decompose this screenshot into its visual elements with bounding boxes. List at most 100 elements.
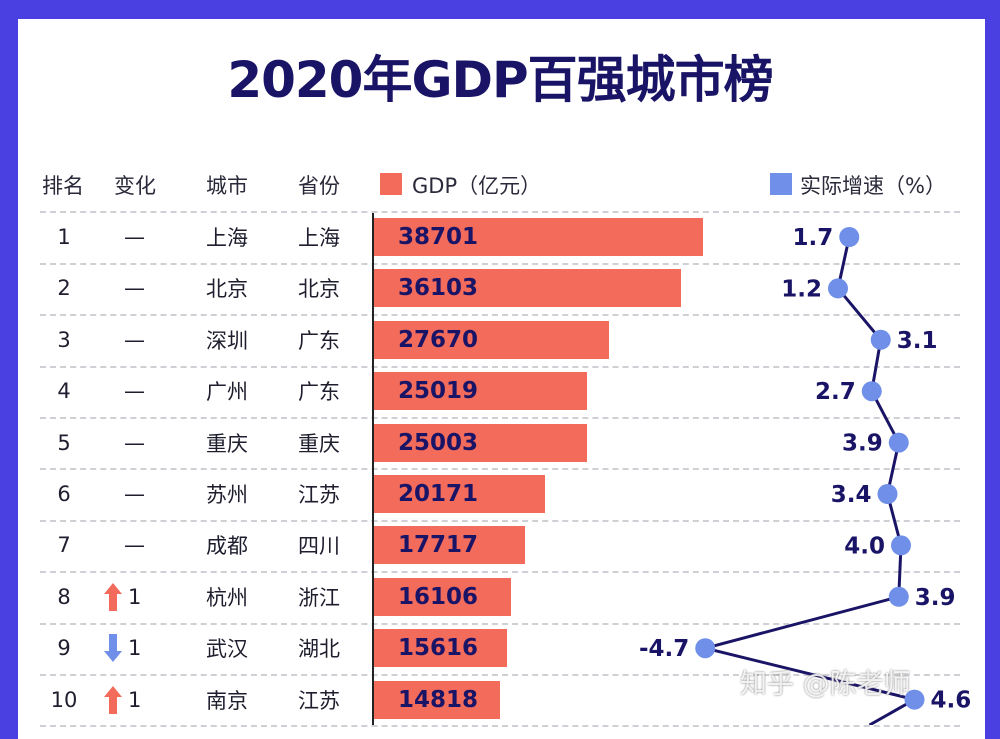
city-cell: 成都 [206, 534, 248, 558]
change-cell: 1 [128, 636, 142, 660]
grid-line [40, 263, 960, 265]
growth-label: 3.4 [831, 482, 872, 508]
grid-line [40, 314, 960, 316]
legend-growth-swatch [770, 173, 792, 195]
change-cell: 1 [128, 585, 142, 609]
growth-label: 1.7 [793, 225, 834, 251]
gdp-bar [374, 218, 703, 256]
arrow-up-icon [104, 583, 122, 611]
growth-label: 1.2 [781, 276, 822, 302]
gdp-bar [374, 424, 587, 462]
gdp-bar [374, 321, 609, 359]
growth-point [891, 535, 911, 556]
legend-gdp-label: GDP（亿元） [412, 174, 542, 198]
gdp-bar [374, 681, 500, 719]
growth-point [877, 484, 898, 504]
growth-label: 3.9 [915, 585, 956, 611]
province-cell: 广东 [298, 380, 340, 404]
rank-cell: 9 [57, 636, 71, 660]
arrow-down-icon [104, 634, 122, 662]
change-cell: — [124, 482, 145, 506]
grid-line [40, 520, 960, 522]
gdp-value: 25019 [398, 378, 479, 404]
province-cell: 四川 [298, 534, 340, 558]
change-cell: — [124, 328, 145, 352]
growth-point [828, 278, 848, 299]
rank-cell: 4 [57, 379, 71, 403]
page-title: 2020年GDP百强城市榜 [227, 51, 773, 109]
watermark: 知乎 @陈老师 [740, 669, 911, 700]
rank-cell: 2 [57, 276, 71, 300]
growth-label: -4.7 [639, 636, 689, 662]
gdp-bar [374, 578, 511, 616]
grid-line [40, 571, 960, 573]
city-cell: 杭州 [206, 586, 248, 610]
city-cell: 重庆 [206, 432, 248, 456]
legend-growth-label: 实际增速（%） [800, 174, 946, 198]
province-cell: 江苏 [298, 689, 340, 713]
province-cell: 北京 [298, 277, 340, 301]
header-province: 省份 [298, 174, 340, 198]
growth-label: 3.1 [897, 328, 938, 354]
province-cell: 浙江 [298, 586, 340, 610]
city-cell: 上海 [206, 226, 248, 250]
growth-point [888, 432, 909, 453]
grid-line [40, 623, 960, 625]
growth-point [904, 689, 925, 710]
grid-line [40, 417, 960, 419]
growth-label: 3.9 [842, 431, 883, 457]
rank-cell: 7 [57, 533, 71, 557]
city-cell: 深圳 [206, 329, 248, 353]
gdp-bar [374, 526, 525, 564]
header-rank: 排名 [42, 174, 84, 198]
grid-line [40, 674, 960, 676]
growth-point [861, 381, 882, 402]
grid-line [40, 211, 960, 213]
gdp-value: 15616 [398, 635, 479, 661]
growth-point [888, 586, 909, 607]
growth-line [704, 236, 919, 725]
gdp-value: 38701 [398, 224, 479, 250]
gdp-value: 27670 [398, 327, 479, 353]
grid-line [40, 366, 960, 368]
rank-cell: 3 [57, 328, 71, 352]
growth-label: 2.7 [815, 379, 856, 405]
province-cell: 江苏 [298, 483, 340, 507]
city-cell: 广州 [206, 380, 248, 404]
growth-point [695, 638, 716, 659]
header-city: 城市 [206, 174, 248, 198]
rank-cell: 8 [57, 585, 71, 609]
change-cell: — [124, 533, 145, 557]
rank-cell: 1 [57, 225, 71, 249]
gdp-bar [374, 372, 587, 410]
rank-cell: 5 [57, 431, 71, 455]
province-cell: 湖北 [298, 637, 340, 661]
change-cell: — [124, 431, 145, 455]
growth-label: 4.0 [844, 533, 885, 559]
grid-line [40, 468, 960, 470]
growth-point [870, 329, 891, 350]
gdp-bar [374, 269, 681, 307]
province-cell: 广东 [298, 329, 340, 353]
bar-axis [372, 213, 374, 725]
grid-line [40, 725, 960, 727]
change-cell: 1 [128, 688, 142, 712]
header-change: 变化 [114, 174, 156, 198]
city-cell: 南京 [206, 689, 248, 713]
growth-point [839, 227, 860, 247]
gdp-value: 36103 [398, 275, 479, 301]
province-cell: 上海 [298, 226, 340, 250]
rank-cell: 6 [57, 482, 71, 506]
growth-label: 4.6 [931, 688, 972, 714]
gdp-value: 25003 [398, 430, 479, 456]
city-cell: 北京 [206, 277, 248, 301]
change-cell: — [124, 225, 145, 249]
city-cell: 武汉 [206, 637, 248, 661]
rank-cell: 10 [50, 688, 78, 712]
gdp-bar [374, 629, 507, 667]
city-cell: 苏州 [206, 483, 248, 507]
change-cell: — [124, 379, 145, 403]
arrow-up-icon [104, 686, 122, 714]
change-cell: — [124, 276, 145, 300]
